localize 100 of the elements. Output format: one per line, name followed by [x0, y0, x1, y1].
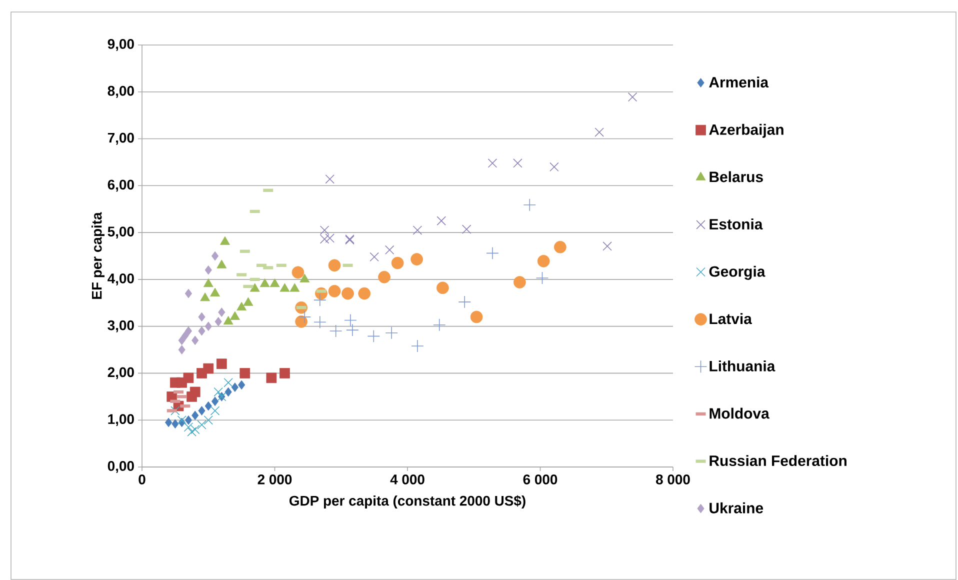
point: [344, 314, 357, 327]
x-tick-label: 2 000: [258, 474, 292, 484]
point: [178, 345, 186, 354]
point: [290, 283, 300, 292]
point: [238, 380, 246, 390]
point: [204, 415, 214, 425]
point: [314, 294, 326, 306]
legend-label: Moldova: [710, 408, 770, 419]
legend-label: Lithuania: [710, 360, 776, 372]
point: [537, 254, 550, 268]
y-tick-label: 2,00: [108, 367, 134, 380]
point: [192, 410, 199, 420]
point: [628, 92, 638, 102]
point: [231, 382, 238, 392]
point: [513, 158, 522, 168]
point: [184, 415, 192, 425]
point: [170, 406, 180, 416]
legend-label: Belarus: [710, 171, 763, 182]
point: [412, 226, 422, 235]
point: [210, 406, 220, 416]
point: [436, 282, 449, 294]
point: [385, 326, 398, 340]
y-tick-label: 5,00: [108, 226, 134, 238]
point: [320, 234, 330, 244]
point: [378, 270, 390, 284]
point: [486, 246, 499, 260]
point: [342, 287, 354, 300]
point: [190, 424, 200, 434]
point: [183, 372, 194, 384]
point: [325, 234, 334, 243]
legend-label: Latvia: [710, 313, 752, 324]
point: [458, 296, 471, 308]
point: [230, 311, 240, 320]
legend-label: Russian Federation: [710, 455, 846, 466]
point: [523, 198, 536, 212]
point: [300, 274, 310, 282]
point: [329, 324, 342, 338]
point: [198, 406, 206, 416]
y-tick-label: 3,00: [108, 320, 134, 332]
point: [325, 174, 334, 184]
point: [260, 278, 270, 288]
point: [358, 287, 371, 300]
point: [411, 340, 424, 352]
point: [410, 253, 423, 266]
point: [172, 419, 179, 429]
point: [367, 330, 380, 343]
point: [488, 158, 498, 168]
y-axis-title: EF per capita: [92, 212, 104, 299]
x-tick-label: 8 000: [656, 474, 690, 484]
point: [384, 245, 394, 255]
point: [223, 316, 234, 325]
point: [187, 427, 196, 436]
point: [200, 292, 210, 302]
y-tick-label: 7,00: [108, 132, 134, 145]
point: [432, 318, 446, 332]
point: [204, 265, 212, 275]
point: [204, 322, 212, 331]
point: [250, 283, 260, 292]
point: [184, 288, 192, 298]
legend-label: Georgia: [709, 266, 766, 280]
point: [550, 162, 559, 172]
point: [328, 259, 341, 272]
point: [216, 358, 227, 370]
y-tick-label: 9,00: [108, 39, 134, 51]
point: [462, 224, 472, 234]
point: [214, 316, 222, 326]
point: [211, 251, 219, 261]
point: [218, 308, 226, 317]
point: [292, 266, 304, 279]
point: [184, 326, 192, 336]
point: [280, 368, 290, 378]
point: [224, 378, 233, 388]
point: [391, 256, 404, 270]
point: [328, 284, 341, 298]
point: [216, 260, 227, 268]
point: [197, 420, 206, 430]
point: [182, 331, 189, 340]
y-tick-label: 4,00: [108, 273, 134, 286]
x-tick-label: 0: [138, 474, 146, 484]
point: [184, 422, 194, 432]
legend-label: Azerbaijan: [709, 124, 784, 138]
point: [243, 297, 254, 306]
point: [204, 401, 212, 411]
point: [203, 363, 214, 374]
point: [270, 278, 280, 288]
point: [190, 386, 200, 398]
point: [594, 128, 604, 137]
x-tick-label: 6 000: [523, 474, 558, 484]
point: [177, 415, 186, 425]
point: [266, 372, 277, 384]
x-tick-label: 4 000: [390, 474, 424, 484]
y-tick-label: 0,00: [108, 461, 134, 473]
point: [192, 336, 199, 346]
point: [178, 336, 186, 346]
y-tick-label: 1,00: [108, 414, 134, 426]
point: [164, 418, 172, 428]
point: [314, 316, 326, 328]
legend-label: Estonia: [710, 218, 763, 230]
x-axis-title: GDP per capita (constant 2000 US$): [289, 495, 526, 508]
point: [220, 236, 230, 245]
